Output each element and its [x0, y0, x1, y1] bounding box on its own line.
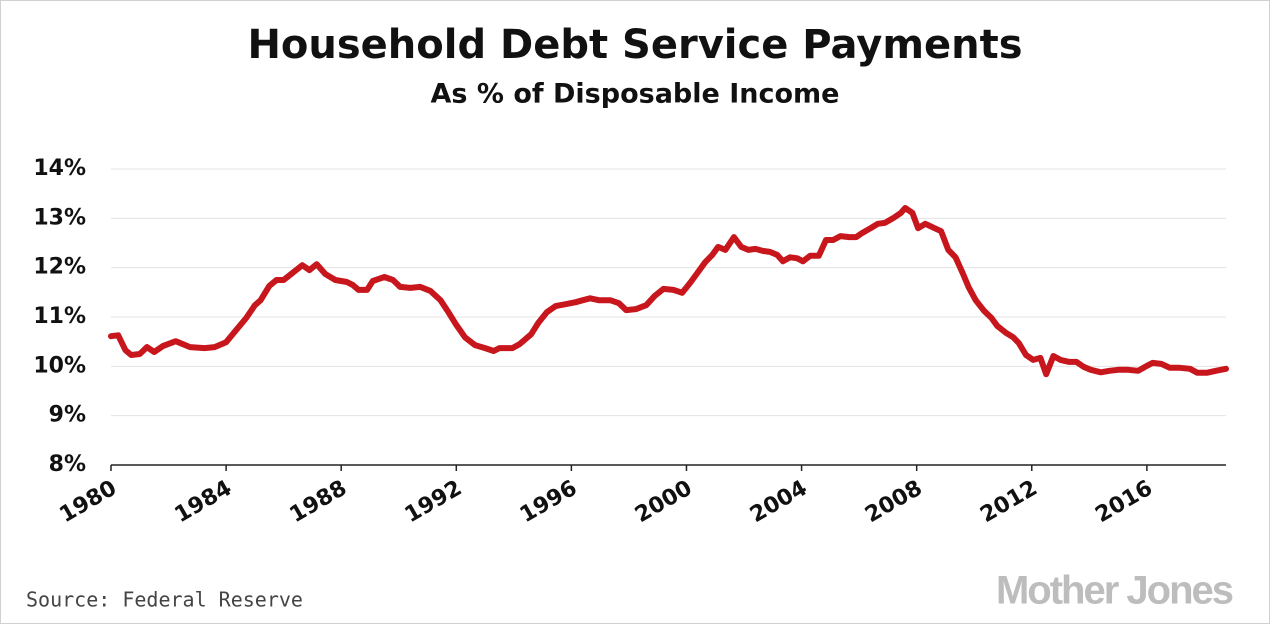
source: Source: Federal Reserve — [26, 588, 303, 612]
y-tick-label: 8% — [49, 452, 86, 477]
y-tick-label: 12% — [33, 255, 86, 280]
chart-subtitle: As % of Disposable Income — [431, 79, 840, 110]
chart-title: Household Debt Service Payments — [247, 22, 1022, 68]
y-tick-label: 14% — [33, 156, 86, 181]
y-tick-label: 9% — [49, 403, 86, 428]
y-tick-label: 10% — [33, 353, 86, 378]
logo: Mother Jones — [996, 569, 1233, 613]
data-line — [108, 205, 1229, 378]
y-tick-label: 11% — [33, 304, 86, 329]
y-tick-label: 13% — [33, 205, 86, 230]
